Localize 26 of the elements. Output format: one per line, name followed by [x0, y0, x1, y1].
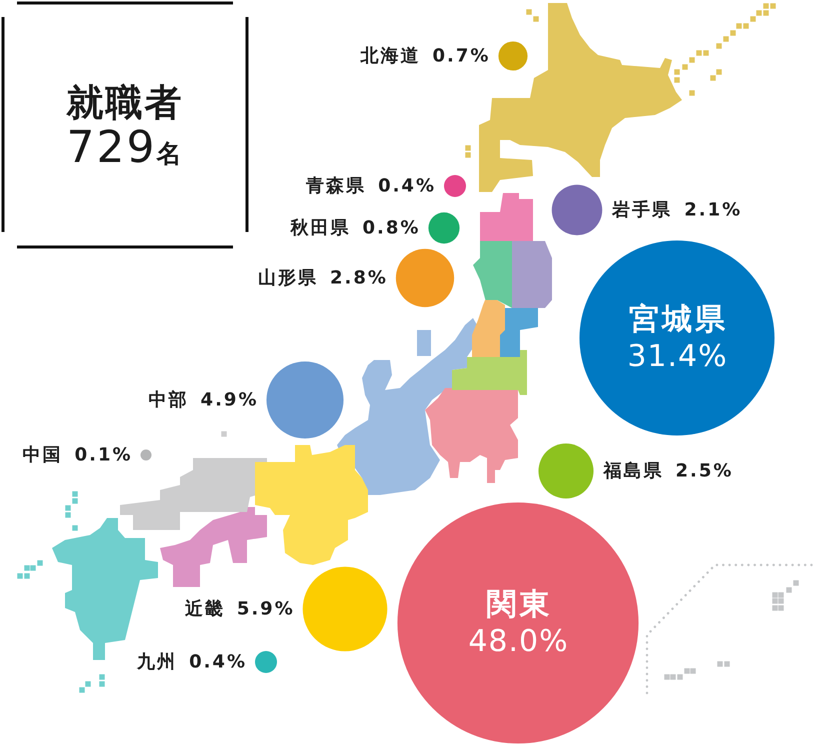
- text: 就職者: [66, 80, 184, 124]
- category-label: 山形県: [258, 268, 318, 289]
- data-label: 2.8%: [330, 268, 388, 289]
- category-label: 宮城県: [629, 302, 728, 337]
- category-label: 青森県: [305, 176, 366, 197]
- category-label: 福島県: [602, 460, 664, 482]
- text: 729名: [66, 122, 184, 172]
- category-label: 近畿: [184, 598, 225, 620]
- data-label: 4.9%: [200, 390, 258, 411]
- category-label: 秋田県: [290, 218, 351, 239]
- data-label: 0.4%: [189, 652, 247, 673]
- data-label: 5.9%: [236, 598, 295, 620]
- category-label: 岩手県: [611, 200, 672, 221]
- category-label: 九州: [136, 652, 178, 673]
- data-label: 2.1%: [684, 200, 742, 221]
- category-label: 関東: [486, 586, 552, 622]
- data-label: 0.7%: [432, 46, 490, 67]
- data-label: 2.5%: [676, 460, 734, 482]
- data-label: 0.4%: [378, 176, 436, 197]
- data-label: 0.8%: [362, 218, 420, 239]
- category-label: 中国: [22, 444, 63, 466]
- data-label: 48.0%: [468, 624, 569, 659]
- category-label: 中部: [148, 390, 189, 411]
- category-label: 北海道: [360, 46, 421, 67]
- data-label: 0.1%: [74, 444, 132, 466]
- data-label: 31.4%: [627, 338, 728, 374]
